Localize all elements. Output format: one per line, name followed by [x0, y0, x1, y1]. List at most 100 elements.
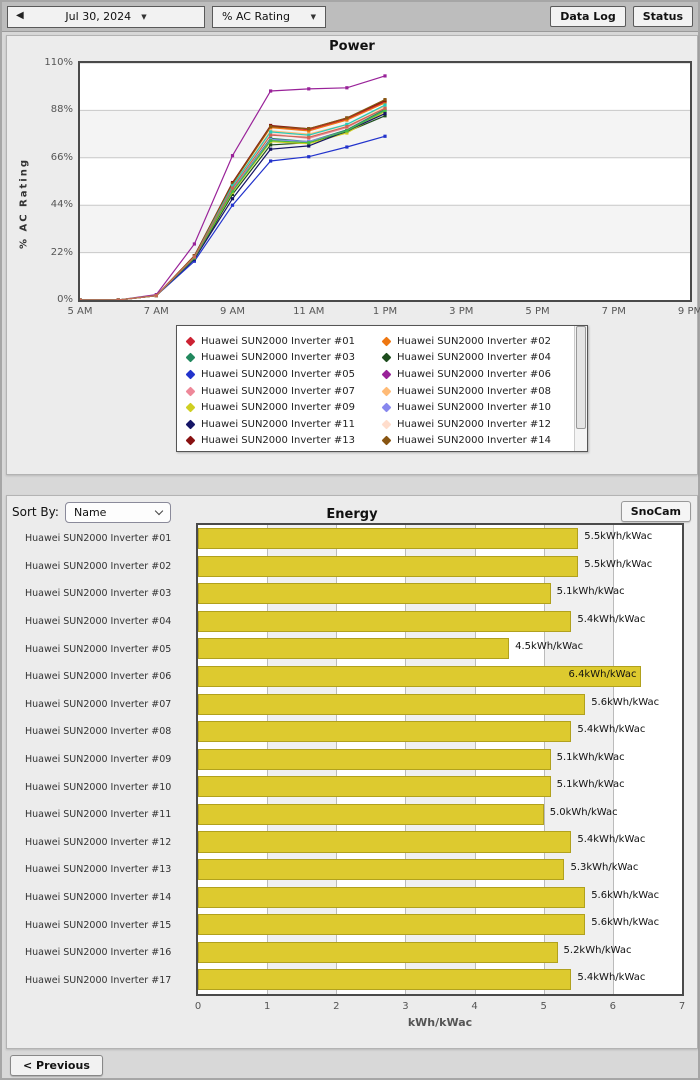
data-point-marker — [307, 141, 311, 145]
energy-bar-value: 5.0kWh/kWac — [549, 806, 618, 818]
legend-label: Huawei SUN2000 Inverter #13 — [201, 435, 355, 447]
chevron-down-icon: ▼ — [310, 12, 316, 21]
data-point-marker — [230, 182, 235, 186]
legend-item[interactable]: Huawei SUN2000 Inverter #14 — [381, 433, 573, 450]
energy-bar[interactable] — [198, 831, 572, 853]
legend-item[interactable]: Huawei SUN2000 Inverter #05 — [185, 366, 383, 383]
metric-selector[interactable]: % AC Rating ▼ — [212, 5, 326, 28]
legend-label: Huawei SUN2000 Inverter #07 — [201, 385, 355, 397]
legend-label: Huawei SUN2000 Inverter #10 — [397, 402, 551, 414]
data-point-marker — [230, 203, 235, 207]
power-y-tick-label: 0% — [57, 294, 73, 305]
legend-item[interactable]: Huawei SUN2000 Inverter #09 — [185, 399, 383, 416]
data-point-marker — [192, 242, 196, 246]
data-point-marker — [307, 155, 311, 159]
data-point-marker — [383, 98, 387, 102]
energy-bar[interactable] — [198, 555, 579, 577]
energy-row-label: Huawei SUN2000 Inverter #05 — [25, 643, 172, 655]
legend-item[interactable]: Huawei SUN2000 Inverter #10 — [381, 399, 573, 416]
energy-bar[interactable] — [198, 748, 551, 770]
metric-value: % AC Rating — [222, 10, 290, 23]
power-x-tick-label: 11 AM — [293, 306, 325, 317]
energy-x-axis-label: kWh/kWac — [407, 1016, 473, 1029]
legend-item[interactable]: Huawei SUN2000 Inverter #02 — [381, 333, 573, 350]
energy-bar[interactable] — [198, 803, 544, 825]
energy-bar[interactable] — [198, 665, 641, 688]
data-point-marker — [230, 184, 235, 188]
energy-bar[interactable] — [198, 693, 586, 715]
energy-row-label: Huawei SUN2000 Inverter #17 — [25, 974, 172, 986]
legend-item[interactable]: Huawei SUN2000 Inverter #13 — [185, 433, 383, 450]
sort-by-value: Name — [74, 506, 107, 519]
previous-page-button[interactable]: < Previous — [10, 1055, 103, 1076]
energy-bar[interactable] — [198, 941, 558, 963]
legend-label: Huawei SUN2000 Inverter #05 — [201, 368, 355, 380]
legend-item[interactable]: Huawei SUN2000 Inverter #03 — [185, 350, 383, 367]
energy-panel: Sort By: Name Energy SnoCam 5.5kWh/kWac 5… — [6, 495, 698, 1049]
power-x-tick-label: 5 PM — [525, 306, 550, 317]
energy-bar-value: 5.6kWh/kWac — [591, 696, 660, 708]
legend-label: Huawei SUN2000 Inverter #01 — [201, 335, 355, 347]
legend-color-marker — [381, 352, 392, 363]
legend-item[interactable]: Huawei SUN2000 Inverter #08 — [381, 383, 573, 400]
data-point-marker — [345, 116, 349, 120]
data-point-marker — [154, 294, 158, 298]
legend-label: Huawei SUN2000 Inverter #06 — [397, 368, 551, 380]
data-point-marker — [116, 298, 120, 302]
energy-bar-value: 5.2kWh/kWac — [563, 944, 632, 956]
energy-bar[interactable] — [198, 859, 565, 881]
data-point-marker — [345, 129, 349, 133]
legend-scrollbar-thumb[interactable] — [576, 326, 586, 429]
previous-day-icon[interactable]: ◀ — [16, 9, 24, 21]
data-point-marker — [307, 87, 311, 91]
legend-item[interactable]: Huawei SUN2000 Inverter #11 — [185, 416, 383, 433]
legend-scrollbar[interactable] — [574, 326, 587, 451]
data-point-marker — [345, 86, 349, 90]
energy-x-tick-label: 1 — [263, 1001, 271, 1012]
energy-bar[interactable] — [198, 721, 572, 743]
legend-color-marker — [185, 402, 196, 413]
data-log-button[interactable]: Data Log — [550, 6, 626, 27]
status-button[interactable]: Status — [632, 6, 693, 27]
energy-bar[interactable] — [198, 776, 551, 798]
legend-item[interactable]: Huawei SUN2000 Inverter #12 — [381, 416, 573, 433]
legend-color-marker — [381, 419, 392, 430]
energy-bar[interactable] — [198, 886, 586, 908]
energy-bar-value: 5.4kWh/kWac — [577, 613, 646, 625]
legend-item[interactable]: Huawei SUN2000 Inverter #01 — [185, 333, 383, 350]
sort-by-label: Sort By: — [12, 505, 59, 519]
date-selector[interactable]: ◀ Jul 30, 2024 ▼ — [7, 5, 205, 28]
energy-x-tick-label: 4 — [471, 1001, 478, 1012]
energy-row-label: Huawei SUN2000 Inverter #15 — [25, 919, 172, 931]
energy-bar[interactable] — [198, 528, 579, 550]
energy-x-tick-label: 6 — [609, 1001, 617, 1012]
energy-bar[interactable] — [198, 583, 551, 605]
legend-color-marker — [185, 435, 196, 446]
energy-bar-value: 5.1kWh/kWac — [556, 751, 625, 763]
energy-bar-value: 5.6kWh/kWac — [591, 917, 660, 929]
data-point-marker — [269, 124, 273, 129]
energy-bar-value: 5.5kWh/kWac — [584, 558, 653, 570]
energy-chart-title: Energy — [326, 507, 378, 522]
data-point-marker — [345, 124, 349, 129]
legend-label: Huawei SUN2000 Inverter #12 — [397, 418, 551, 430]
data-point-marker — [383, 112, 387, 116]
legend-item[interactable]: Huawei SUN2000 Inverter #07 — [185, 383, 383, 400]
energy-bar[interactable] — [198, 914, 586, 936]
energy-bar[interactable] — [198, 610, 572, 632]
legend-item[interactable]: Huawei SUN2000 Inverter #06 — [381, 366, 573, 383]
energy-row-label: Huawei SUN2000 Inverter #09 — [25, 754, 172, 765]
data-point-marker — [383, 108, 387, 112]
power-x-tick-label: 9 AM — [219, 306, 246, 317]
energy-bar[interactable] — [198, 969, 572, 991]
legend-item[interactable]: Huawei SUN2000 Inverter #04 — [381, 350, 573, 367]
energy-row-label: Huawei SUN2000 Inverter #02 — [25, 560, 172, 572]
energy-bar[interactable] — [198, 638, 510, 660]
legend-label: Huawei SUN2000 Inverter #02 — [397, 335, 551, 347]
sort-by-select[interactable]: Name — [65, 502, 171, 523]
snocam-button[interactable]: SnoCam — [620, 501, 691, 522]
power-chart-title: Power — [329, 39, 375, 54]
chevron-down-icon: ▼ — [141, 12, 147, 21]
data-point-marker — [230, 197, 235, 201]
legend-label: Huawei SUN2000 Inverter #14 — [397, 435, 551, 447]
